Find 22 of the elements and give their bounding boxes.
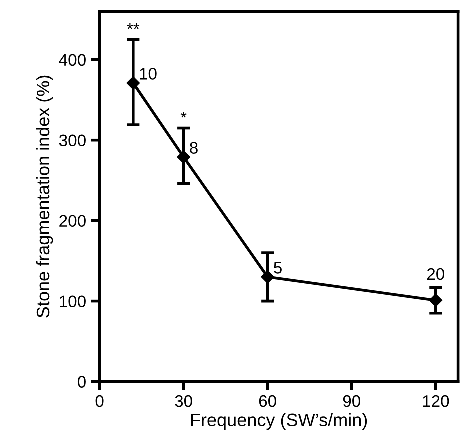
y-tick-label: 300	[59, 134, 86, 147]
point	[177, 150, 190, 164]
annotation: 8	[190, 142, 198, 154]
point	[261, 270, 274, 284]
annotation: 20	[427, 268, 445, 280]
x-tick-label: 120	[423, 395, 450, 408]
annotation: 5	[274, 262, 282, 274]
x-tick-label: 0	[96, 395, 104, 408]
y-tick-label: 200	[60, 215, 86, 228]
x-axis-title: Frequency (SW’s/min)	[191, 413, 368, 430]
x-tick-label: 30	[175, 395, 192, 408]
point	[126, 76, 140, 90]
annotation: 10	[140, 68, 157, 80]
x-tick-label: 60	[259, 395, 276, 408]
y-tick-label: 400	[59, 54, 86, 66]
y-tick-label: 100	[60, 296, 86, 308]
point	[429, 294, 442, 308]
annotation: *	[180, 112, 187, 118]
y-tick-label: 0	[78, 376, 86, 388]
x-tick-label: 90	[343, 395, 360, 408]
y-axis-title: Stone fragmentation index (%)	[36, 76, 54, 318]
annotation: **	[127, 23, 140, 30]
